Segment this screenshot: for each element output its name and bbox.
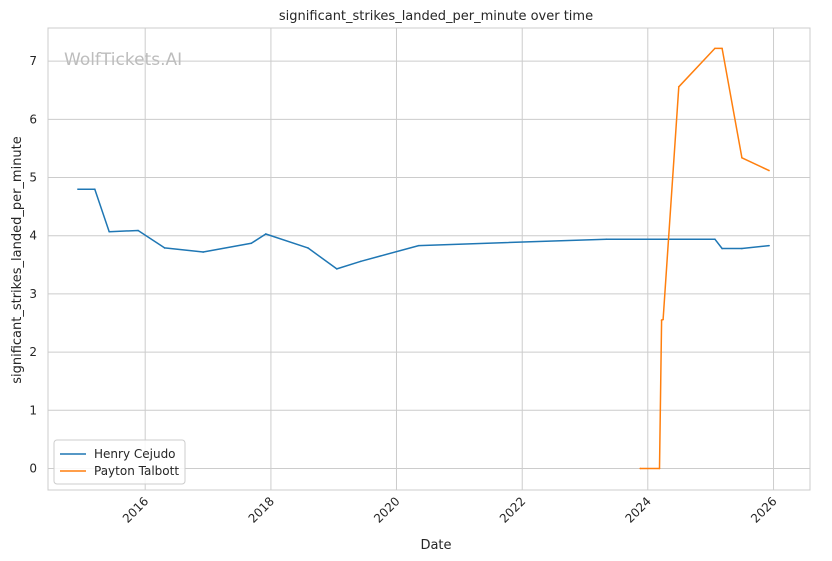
legend: Henry Cejudo Payton Talbott — [53, 439, 186, 485]
x-axis-label: Date — [420, 538, 451, 553]
data-point-henry-cejudo — [714, 238, 716, 241]
y-tick-label: 5 — [29, 171, 37, 185]
data-point-henry-cejudo — [264, 233, 267, 235]
plot-frame — [47, 27, 811, 491]
data-point-henry-cejudo — [741, 247, 743, 250]
series-line-payton-talbott — [640, 47, 770, 470]
data-point-payton-talbott — [714, 47, 716, 50]
series-line-henry-cejudo — [77, 188, 770, 270]
chart-title: significant_strikes_landed_per_minute ov… — [279, 9, 593, 24]
legend-box — [53, 439, 186, 485]
data-point-henry-cejudo — [721, 247, 723, 250]
y-tick-label: 4 — [29, 229, 37, 243]
data-point-henry-cejudo — [202, 251, 204, 253]
data-point-payton-talbott — [639, 467, 642, 470]
data-point-payton-talbott — [677, 85, 680, 88]
data-point-henry-cejudo — [77, 188, 79, 190]
data-point-henry-cejudo — [93, 188, 96, 190]
y-tick-label: 0 — [29, 461, 37, 475]
x-tick-label: 2026 — [748, 494, 779, 525]
data-point-henry-cejudo — [417, 244, 420, 247]
data-point-henry-cejudo — [163, 247, 166, 249]
legend-label-payton-talbott: Payton Talbott — [94, 464, 179, 478]
data-point-payton-talbott — [662, 318, 664, 321]
data-point-henry-cejudo — [307, 247, 309, 249]
data-point-henry-cejudo — [768, 244, 770, 247]
data-point-payton-talbott — [658, 467, 661, 470]
data-point-henry-cejudo — [605, 238, 608, 241]
data-point-henry-cejudo — [137, 229, 139, 232]
data-point-henry-cejudo — [108, 230, 111, 233]
watermark-text: WolfTickets.AI — [64, 50, 182, 70]
axes — [47, 27, 811, 491]
data-point-payton-talbott — [660, 319, 663, 321]
x-tick-label: 2016 — [120, 494, 151, 525]
y-tick-label: 6 — [29, 112, 37, 126]
data-point-payton-talbott — [741, 156, 743, 159]
x-tick-label: 2020 — [371, 494, 402, 525]
legend-label-henry-cejudo: Henry Cejudo — [94, 447, 176, 461]
y-tick-label: 7 — [29, 54, 37, 68]
y-tick-label: 1 — [29, 403, 37, 417]
x-tick-label: 2024 — [622, 494, 653, 525]
data-point-henry-cejudo — [336, 268, 338, 270]
data-point-henry-cejudo — [250, 242, 253, 245]
data-point-henry-cejudo — [360, 260, 362, 263]
x-tick-label: 2018 — [246, 494, 277, 525]
gridlines — [48, 28, 810, 490]
y-tick-label: 3 — [29, 287, 37, 301]
series-lines — [77, 47, 770, 470]
y-axis-label: significant_strikes_landed_per_minute — [10, 136, 25, 384]
data-point-payton-talbott — [768, 169, 770, 172]
y-tick-label: 2 — [29, 345, 37, 359]
x-tick-label: 2022 — [497, 494, 528, 525]
data-point-payton-talbott — [721, 47, 723, 50]
